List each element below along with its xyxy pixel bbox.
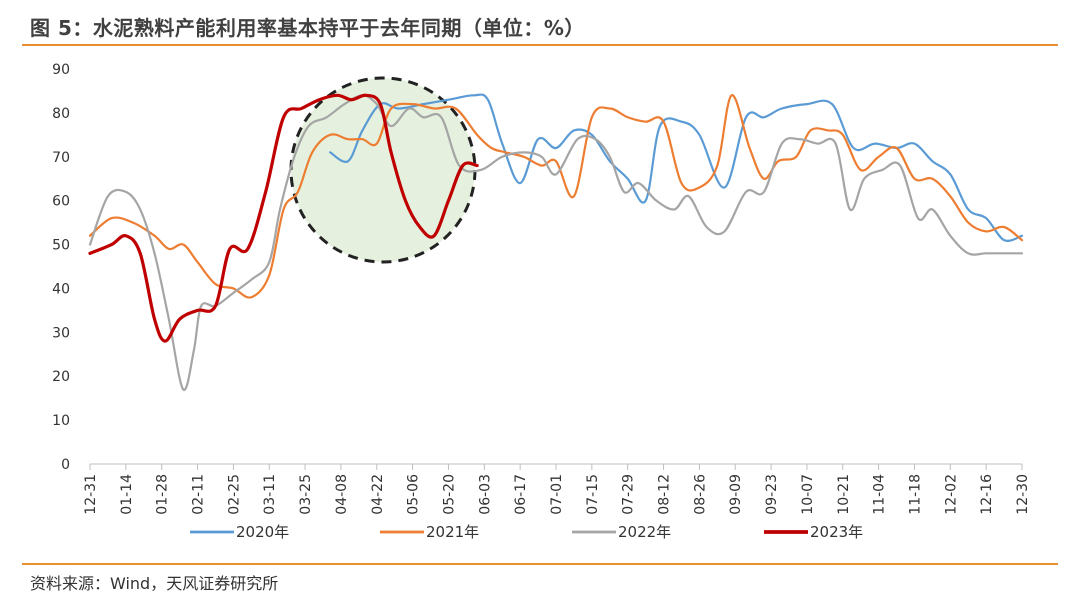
title-divider [22,44,1058,46]
x-tick-label: 12-16 [979,474,995,515]
x-tick-label: 02-25 [226,474,242,515]
legend-label: 2021年 [426,523,479,541]
x-tick-label: 07-29 [621,474,637,515]
chart-title: 图 5：水泥熟料产能利用率基本持平于去年同期（单位：%） [30,16,585,40]
source-divider [22,563,1058,565]
x-tick-label: 12-30 [1015,474,1031,515]
x-tick-label: 10-21 [836,474,852,515]
x-tick-label: 08-26 [692,474,708,515]
series-line-2022年 [88,94,1024,391]
x-tick-label: 03-25 [298,474,314,515]
chart-axes: 0 10 20 30 40 50 60 70 80 90 12-31 01-14 01-28 02-11 0… [52,62,1031,515]
y-tick-label: 70 [52,150,70,166]
legend-label: 2022年 [618,523,671,541]
x-tick-label: 12-31 [83,474,99,515]
x-tick-label: 01-28 [155,474,171,515]
x-tick-label: 09-09 [728,474,744,515]
x-tick-label: 03-11 [262,474,278,515]
y-tick-label: 40 [52,281,70,297]
x-tick-label: 02-11 [191,474,207,515]
series-line-2021年 [88,94,1024,299]
legend-label: 2023年 [810,523,863,541]
legend-label: 2020年 [236,523,289,541]
y-tick-label: 20 [52,369,70,385]
highlight-circle-shape [289,76,477,264]
x-tick-label: 07-01 [549,474,565,515]
y-tick-label: 80 [52,106,70,122]
x-tick-label: 10-07 [800,474,816,515]
x-tick-label: 07-15 [585,474,601,515]
series-line-2020年 [329,93,1024,242]
chart-series [88,93,1024,391]
y-tick-label: 90 [52,62,70,78]
x-tick-label: 08-12 [657,474,673,515]
y-tick-label: 10 [52,413,70,429]
y-tick-label: 50 [52,238,70,254]
x-tick-label: 05-06 [406,474,422,515]
x-tick-label: 06-03 [477,474,493,515]
y-tick-label: 60 [52,194,70,210]
series-line-2023年 [88,93,479,343]
x-tick-label: 04-08 [334,474,350,515]
x-tick-label: 11-04 [872,474,888,515]
y-tick-label: 0 [61,457,70,473]
source-note: 资料来源：Wind，天风证券研究所 [30,574,279,593]
x-tick-label: 01-14 [119,474,135,515]
x-tick-label: 09-23 [764,474,780,515]
x-tick-label: 11-18 [907,474,923,515]
x-tick-label: 05-20 [441,474,457,515]
x-tick-label: 04-22 [370,474,386,515]
x-tick-label: 12-02 [943,474,959,515]
y-tick-label: 30 [52,325,70,341]
x-tick-label: 06-17 [513,474,529,515]
highlight-circle [289,76,477,264]
chart-legend: 2020年 2021年 2022年 2023年 [190,523,863,541]
